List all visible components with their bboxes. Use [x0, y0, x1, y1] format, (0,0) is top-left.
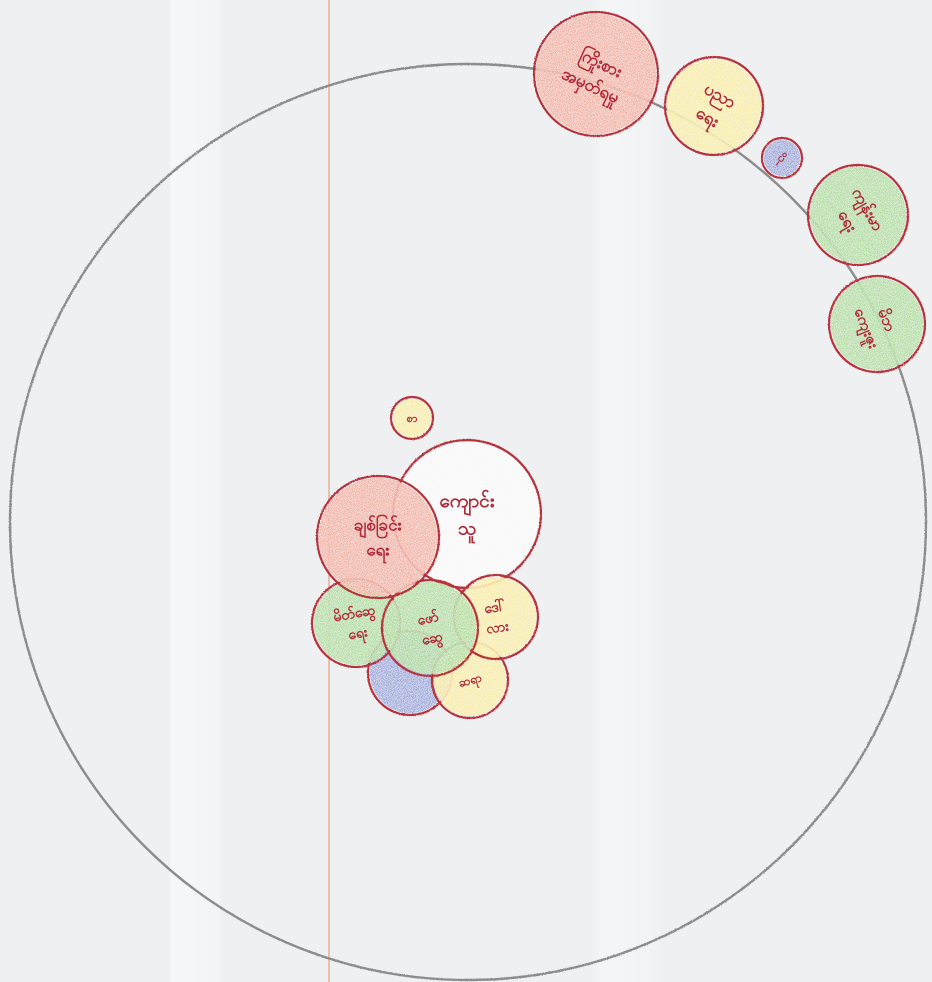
bubble-label: စာ: [407, 412, 418, 425]
bubble-label: ရေး: [347, 624, 370, 646]
bubble-yellow-tiny: စာ: [389, 395, 435, 441]
bubble-outline: [663, 55, 765, 157]
bubble-green-center: ဖော်ဆွေ: [380, 578, 480, 678]
bubble-fill: [831, 278, 923, 370]
bubble-green-right-2: မိဘကျေးဇူး: [827, 274, 927, 374]
bubble-fill: [536, 14, 656, 134]
paper-shade-left: [170, 0, 220, 982]
bubble-outline: [760, 136, 804, 180]
bubble-label: သူ: [458, 517, 476, 544]
outer-circle: [8, 62, 928, 982]
bubble-orange-center: ချစ်ခြင်းရေး: [315, 474, 441, 600]
bubble-label: လား: [485, 618, 510, 637]
bubble-fill: [764, 140, 800, 176]
bubble-fill: [810, 167, 906, 263]
bubble-label: ရေး: [366, 540, 390, 564]
bubble-outline: [532, 10, 660, 138]
bubble-outline: [389, 395, 435, 441]
bubble-outline: [806, 163, 910, 267]
bubble-fill: [393, 399, 431, 437]
bubble-outline: [380, 578, 480, 678]
bubble-outline: [827, 274, 927, 374]
bubble-yellow-center: ဒေါ်လား: [452, 573, 540, 661]
bubble-outline: [315, 474, 441, 600]
bubble-yellow-top: ပညာရေး: [663, 55, 765, 157]
bubble-label: ဒေါ်: [483, 597, 507, 617]
bubble-fill: [314, 581, 398, 665]
bubble-fill: [667, 59, 761, 153]
bubble-fill: [456, 577, 536, 657]
bubble-fill: [319, 478, 437, 596]
bubble-blue-small: ပို: [760, 136, 804, 180]
bubble-green-right-1: ကျန်းမာရေး: [806, 163, 910, 267]
bubble-fill: [384, 582, 476, 674]
bubble-label: ချစ်ခြင်း: [354, 513, 403, 540]
bubble-orange-top: ကြိုးစားအမှတ်ရမှု: [532, 10, 660, 138]
bubble-label: ဖော်: [416, 608, 441, 629]
paper-shade-right: [600, 0, 660, 982]
bubble-layer: ကြိုးစားအမှတ်ရမှု ပညာရေးပိုကျန်းမာရေးမိဘက…: [310, 10, 927, 720]
